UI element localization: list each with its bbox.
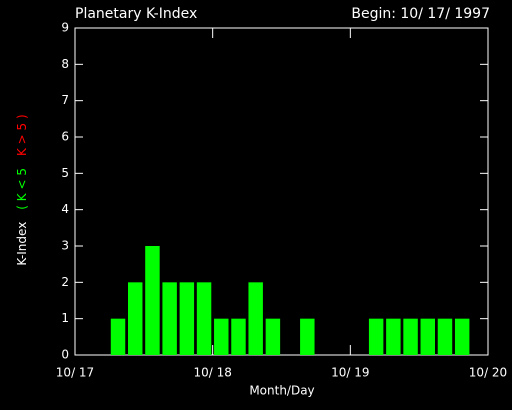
y-tick-label: 7 — [61, 93, 69, 107]
y-axis-label-part: ( K < 5 — [15, 168, 29, 210]
bar — [248, 282, 263, 355]
bar — [420, 318, 435, 355]
x-tick-label: 10/ 19 — [331, 366, 369, 380]
bar — [110, 318, 126, 355]
y-tick-label: 0 — [61, 348, 69, 362]
bar — [128, 282, 143, 355]
y-tick-label: 5 — [61, 166, 69, 180]
y-tick-label: 3 — [61, 239, 69, 253]
bar — [196, 282, 212, 355]
bar — [403, 318, 418, 355]
bar — [454, 318, 470, 355]
y-tick-label: 2 — [61, 275, 69, 289]
chart-title: Planetary K-Index — [75, 6, 197, 22]
y-axis-label: K-Index ( K < 5 K > 5 ) — [15, 114, 29, 265]
bar — [214, 318, 229, 355]
bar — [231, 318, 246, 355]
y-axis-label-part: K > 5 ) — [15, 114, 29, 156]
x-tick-label: 10/ 18 — [193, 366, 231, 380]
bar — [265, 318, 281, 355]
x-tick-label: 10/ 20 — [469, 366, 507, 380]
bar — [300, 318, 315, 355]
y-tick-label: 4 — [61, 202, 69, 216]
bar — [179, 282, 195, 355]
bar — [145, 246, 160, 355]
y-tick-label: 6 — [61, 130, 69, 144]
plot-frame — [74, 27, 489, 356]
bar — [437, 318, 453, 355]
bar — [386, 318, 401, 355]
bar — [162, 282, 177, 355]
x-tick-label: 10/ 17 — [56, 366, 94, 380]
chart-subtitle: Begin: 10/ 17/ 1997 — [351, 6, 490, 22]
y-tick-label: 1 — [61, 311, 69, 325]
x-axis-label: Month/Day — [249, 384, 314, 398]
y-tick-label: 9 — [61, 21, 69, 35]
y-tick-label: 8 — [61, 57, 69, 71]
y-axis-label-part: K-Index — [15, 222, 29, 266]
bar — [368, 318, 384, 355]
